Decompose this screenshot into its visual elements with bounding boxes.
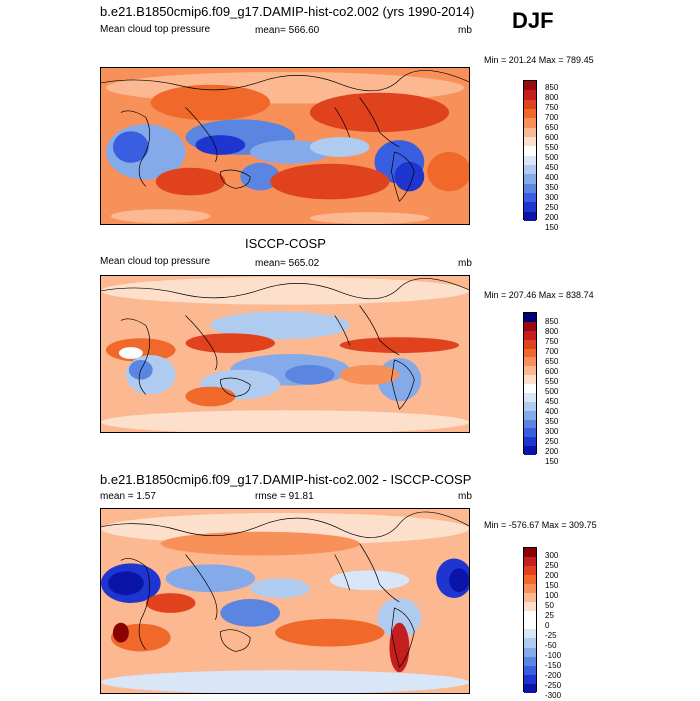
panel2-colorbar xyxy=(523,312,537,455)
panel1-unit-label: mb xyxy=(458,25,472,36)
panel3-mean-label: mean = 1.57 xyxy=(100,491,156,502)
panel3-unit-label: mb xyxy=(458,491,472,502)
panel1-mean-label: mean= 566.60 xyxy=(255,25,320,36)
panel1-colorbar-labels: 850 800 750 700 650 600 550 500 450 400 350 30… xyxy=(545,83,559,232)
panel2-map xyxy=(100,275,470,433)
panel2-title: ISCCP-COSP xyxy=(245,236,326,251)
season-label: DJF xyxy=(512,8,554,33)
panel2-colorbar-labels: 850 800 750 700 650 600 550 500 450 400 350 30… xyxy=(545,317,559,466)
panel3-colorbar-labels: 300 250 200 150 100 50 25 0 -25 -50 -100 -150 … xyxy=(545,551,562,700)
panel2-map-plot xyxy=(101,276,469,432)
panel3-colorbar xyxy=(523,547,537,693)
panel3-minmax-label: Min = -576.67 Max = 309.75 xyxy=(484,520,597,530)
panel2-minmax-label: Min = 207.46 Max = 838.74 xyxy=(484,290,594,300)
panel3-map xyxy=(100,508,470,694)
panel2-mean-label: mean= 565.02 xyxy=(255,258,320,269)
panel3-title: b.e21.B1850cmip6.f09_g17.DAMIP-hist-co2.… xyxy=(100,472,472,487)
panel1-variable-label: Mean cloud top pressure xyxy=(100,24,211,35)
panel2-unit-label: mb xyxy=(458,258,472,269)
panel1-minmax-label: Min = 201.24 Max = 789.45 xyxy=(484,55,594,65)
panel1-map xyxy=(100,67,470,225)
panel3-rmse-label: rmse = 91.81 xyxy=(255,491,314,502)
panel1-map-plot xyxy=(101,68,469,224)
panel1-title: b.e21.B1850cmip6.f09_g17.DAMIP-hist-co2.… xyxy=(100,4,475,19)
panel1-colorbar xyxy=(523,80,537,221)
panel2-variable-label: Mean cloud top pressure xyxy=(100,256,211,267)
panel3-map-plot xyxy=(101,509,469,693)
